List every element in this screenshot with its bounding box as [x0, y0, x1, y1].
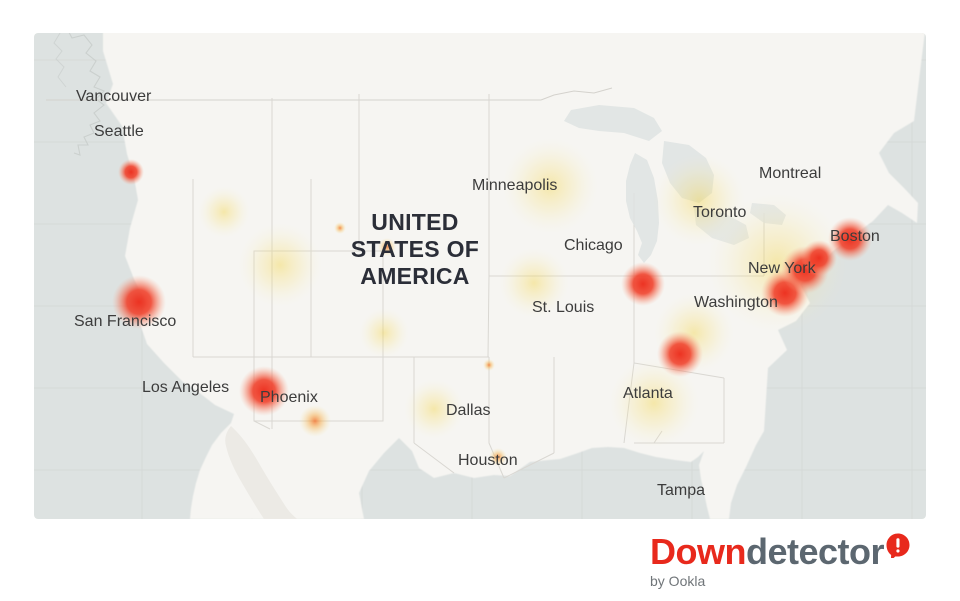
svg-text:San Francisco: San Francisco: [74, 313, 176, 330]
svg-text:New York: New York: [748, 260, 817, 277]
svg-text:STATES OF: STATES OF: [351, 236, 479, 262]
svg-text:Seattle: Seattle: [94, 123, 144, 140]
svg-text:Montreal: Montreal: [759, 165, 821, 182]
svg-text:AMERICA: AMERICA: [360, 263, 469, 289]
svg-text:St. Louis: St. Louis: [532, 299, 594, 316]
svg-text:Los Angeles: Los Angeles: [142, 379, 229, 396]
svg-text:Boston: Boston: [830, 228, 880, 245]
svg-text:UNITED: UNITED: [371, 209, 458, 235]
svg-text:Vancouver: Vancouver: [76, 88, 152, 105]
svg-text:Houston: Houston: [458, 452, 518, 469]
svg-text:Minneapolis: Minneapolis: [472, 177, 557, 194]
svg-text:Toronto: Toronto: [693, 204, 746, 221]
svg-text:Tampa: Tampa: [657, 482, 705, 499]
svg-text:Chicago: Chicago: [564, 237, 623, 254]
svg-text:Phoenix: Phoenix: [260, 389, 318, 406]
svg-text:Dallas: Dallas: [446, 402, 490, 419]
svg-text:Atlanta: Atlanta: [623, 385, 673, 402]
svg-text:Washington: Washington: [694, 294, 778, 311]
